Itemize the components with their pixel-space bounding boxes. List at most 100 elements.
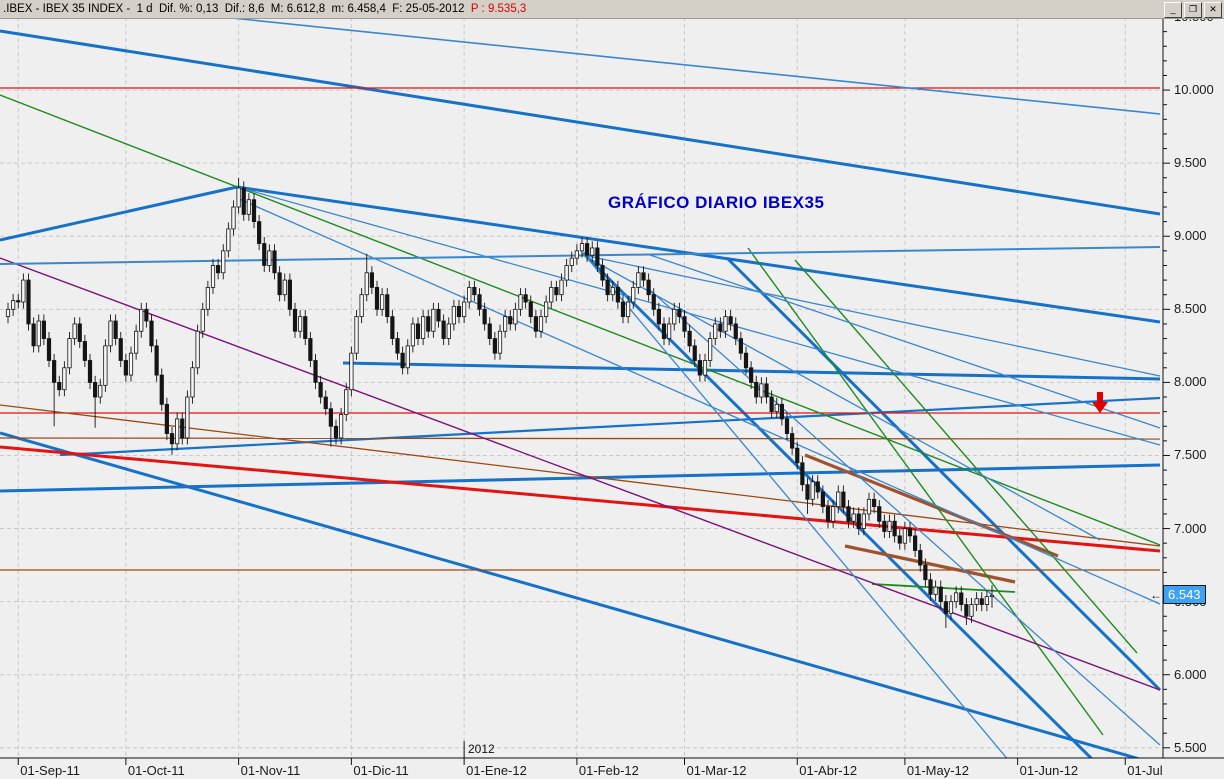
candle [359,294,364,318]
x-axis-label: 01-Mar-12 [686,763,747,778]
candle [185,396,190,439]
trendlines-layer[interactable] [0,0,1162,762]
candle [779,403,784,420]
candle [169,433,175,445]
candle [815,481,820,493]
candle [205,286,210,310]
x-axis-label: 01-Feb-12 [578,763,639,778]
candle [482,308,487,325]
candle [318,381,323,398]
candle [369,272,374,288]
candle [421,316,426,339]
candle [436,308,441,322]
trendline [0,29,1161,216]
candle [298,316,303,332]
sell-signal-arrow-icon [1092,392,1108,413]
candle [282,279,287,296]
candle [216,265,221,274]
restore-button[interactable]: ❐ [1184,2,1202,18]
x-axis-label: 01-May-12 [906,763,970,778]
candle [313,360,318,383]
candle [749,367,754,383]
candle [605,279,610,296]
candle [641,272,646,281]
candle [574,250,579,259]
last-price-value: 6.543 [1163,585,1206,604]
candle [544,301,549,318]
candle [882,520,887,532]
window-title-alert: P : 9.535,3 [470,3,527,15]
candle [723,316,728,332]
candle [877,506,882,522]
candle [364,272,369,296]
candle [800,462,805,486]
candle [41,320,46,339]
candle [277,272,282,296]
candle [98,384,103,398]
candle [462,301,467,318]
candle [267,250,272,266]
year-marker-label: 2012 [468,742,495,756]
candle [677,308,682,318]
candle [36,320,41,347]
y-axis-label: 8.000 [1174,374,1207,390]
x-axis[interactable]: 01-Sep-11 01-Oct-11 01-Nov-11 01-Dic-11 01-E… [0,0,1163,779]
candle [349,352,354,391]
candle [492,338,497,354]
candle [82,341,87,361]
candle [87,360,93,383]
candle [513,308,518,325]
trendline [794,259,1138,654]
candle [661,323,667,339]
candle [103,345,108,386]
candle [600,265,605,281]
candle [200,308,205,332]
candle [651,294,656,310]
candle [159,374,164,405]
candle [928,579,933,595]
candle [733,323,738,339]
minimize-button[interactable]: _ [1164,2,1182,18]
candle [236,187,241,208]
candle [77,323,82,342]
candle [410,323,415,347]
last-price-tag: ← 6.543 [1150,585,1206,604]
x-axis-label: 01-Jun-12 [1019,763,1079,778]
candle [390,316,395,339]
candle [564,265,569,281]
x-axis-label: 01-Dic-11 [353,763,409,778]
candle [728,316,733,325]
trendline [236,186,1161,446]
candle [508,316,513,325]
candle [323,396,328,410]
candle [31,323,36,347]
candle [948,601,954,614]
candle [16,300,21,303]
candle [718,323,723,332]
candle [251,199,257,223]
candle [426,316,431,332]
candle [467,286,472,303]
trendline [0,94,1161,546]
x-axis-label: 01-Abr-12 [799,763,858,778]
candle [226,228,231,252]
candle [954,592,959,603]
candle [257,221,262,244]
candle [989,594,995,598]
candle [21,279,26,303]
candle [487,323,492,339]
candle [784,418,790,434]
candle [979,598,984,605]
candle [374,286,380,310]
candle [451,305,456,325]
candle [400,352,405,369]
candle [851,513,856,522]
x-axis-label: 01-Sep-11 [20,763,80,778]
candle [585,243,590,256]
close-button[interactable]: ✕ [1204,2,1222,18]
candle [175,418,180,445]
y-axis-ticks [1163,16,1170,749]
